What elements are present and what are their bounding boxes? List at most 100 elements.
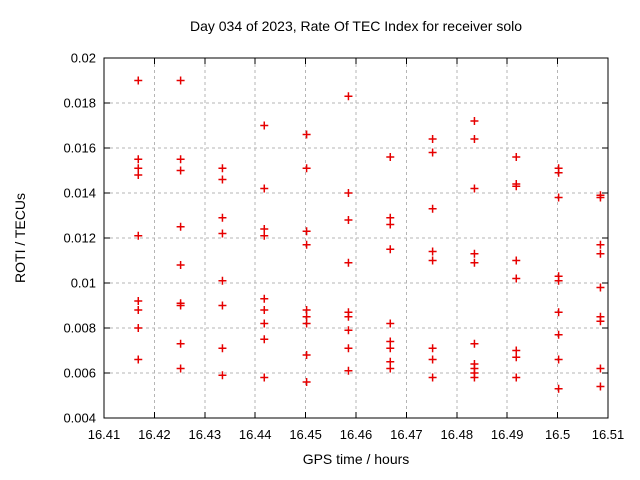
plot-border-and-ticks [103,57,609,419]
x-tick-label: 16.49 [491,427,524,442]
plus-marker [302,378,311,386]
plus-marker [386,245,395,254]
plus-marker [386,220,395,229]
x-tick-label: 16.5 [545,427,570,442]
plus-marker [134,231,143,240]
plus-marker [554,168,563,177]
plus-marker [512,153,521,161]
plus-marker [176,364,185,373]
plus-marker [344,312,353,321]
y-tick-label: 0.012 [63,231,96,246]
plus-marker [428,344,437,353]
plus-marker [218,276,227,285]
plus-marker [260,319,269,328]
plus-marker [512,373,521,382]
plus-marker [134,306,143,314]
plus-marker [260,373,269,382]
plus-marker [596,249,605,258]
plus-marker [344,366,353,375]
x-axis-label: GPS time / hours [303,451,410,467]
plus-marker [554,308,563,317]
plus-marker [470,135,479,143]
plus-marker [134,297,143,305]
plus-marker [302,351,311,359]
plus-marker [176,301,185,310]
x-tick-label: 16.45 [289,427,322,442]
x-tick-label: 16.51 [592,427,625,442]
plus-marker [386,337,395,346]
y-tick-label: 0.018 [63,96,96,111]
plus-marker [596,364,605,373]
plus-marker [302,227,311,236]
gridlines [104,58,608,418]
plus-marker [260,231,269,240]
chart-title: Day 034 of 2023, Rate Of TEC Index for r… [190,18,522,34]
x-tick-label: 16.48 [441,427,474,442]
plus-marker [596,240,605,249]
plus-marker [596,317,605,326]
plus-marker [428,148,437,157]
plus-marker [596,382,605,391]
plus-marker [302,240,311,249]
y-tick-label: 0.02 [71,51,96,66]
x-tick-label: 16.44 [239,427,272,442]
plus-marker [386,319,395,328]
plus-marker [302,312,311,321]
plus-marker [218,164,227,173]
plus-marker [512,182,521,191]
plus-marker [260,335,269,344]
x-tick-label: 16.41 [88,427,121,442]
plus-marker [176,166,185,175]
plus-marker [176,261,185,269]
plus-marker [218,344,227,353]
plus-marker [302,319,311,328]
plus-marker [554,355,563,364]
plus-marker [260,306,269,314]
plus-marker [176,155,185,164]
plus-marker [428,256,437,265]
x-tick-label: 16.43 [189,427,222,442]
plus-marker [218,229,227,238]
plus-marker [176,222,185,231]
plus-marker [470,184,479,193]
plus-marker [470,258,479,267]
plus-marker [386,213,395,222]
plus-marker [218,175,227,184]
y-tick-label: 0.006 [63,366,96,381]
plus-marker [470,339,479,348]
plus-marker [134,155,143,164]
y-tick-label: 0.008 [63,321,96,336]
plus-marker [344,92,353,101]
plus-marker [512,256,521,265]
y-tick-label: 0.014 [63,186,96,201]
plus-marker [554,276,563,285]
plus-marker [428,135,437,143]
plus-marker [470,249,479,258]
y-axis-label: ROTI / TECUs [12,193,28,283]
plus-marker [302,306,311,314]
plus-marker [344,189,353,197]
plus-marker [344,344,353,353]
plus-marker [302,164,311,173]
plus-marker [428,373,437,382]
y-tick-label: 0.01 [71,276,96,291]
plus-marker [134,355,143,364]
plus-marker [260,121,269,130]
y-tick-label: 0.016 [63,141,96,156]
plus-marker [218,301,227,310]
plus-marker [302,130,311,139]
plus-marker [260,225,269,233]
y-tick-label: 0.004 [63,411,96,426]
plus-marker [344,216,353,224]
data-points [134,76,605,393]
plus-marker [428,204,437,213]
plus-marker [386,357,395,366]
tick-labels: 16.41 16.42 16.43 16.44 16.45 16.46 16.47 16.48… [63,51,624,443]
plus-marker [386,344,395,353]
plus-marker [512,346,521,355]
plus-marker [134,76,143,85]
plus-marker [344,326,353,335]
plus-marker [470,117,479,125]
